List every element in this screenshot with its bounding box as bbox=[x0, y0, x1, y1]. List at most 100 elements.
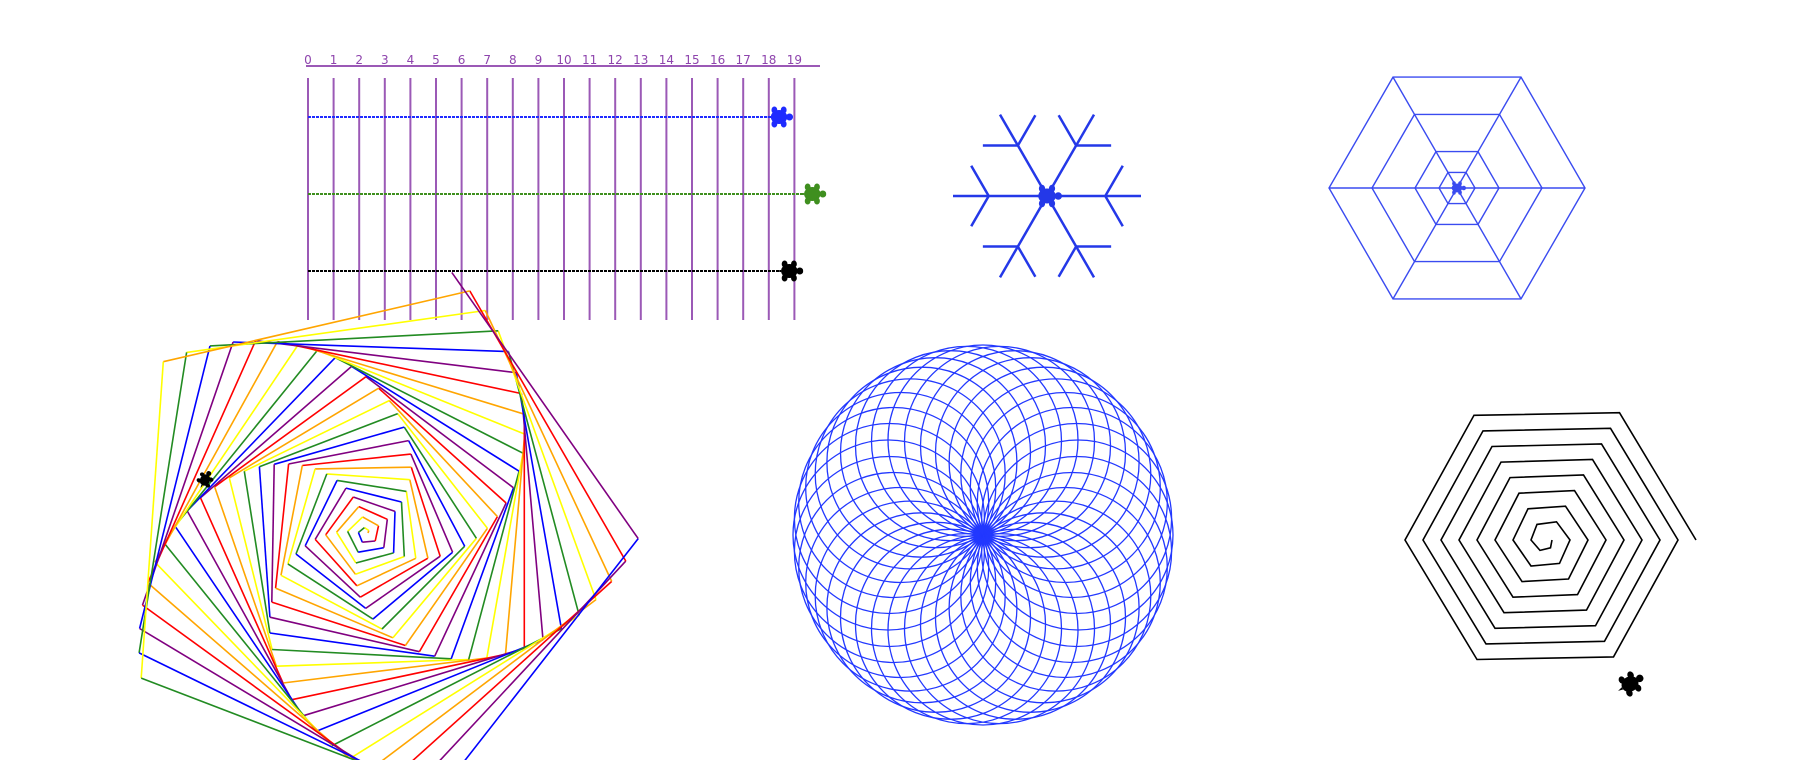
snowflake-arm bbox=[998, 113, 1049, 197]
rainbow-segment bbox=[314, 538, 358, 587]
rainbow-segment bbox=[214, 376, 367, 488]
web-spoke bbox=[1392, 76, 1458, 189]
rainbow-segment bbox=[378, 387, 507, 504]
rainbow-segment bbox=[410, 466, 441, 557]
rainbow-segment bbox=[199, 497, 284, 684]
rainbow-segment bbox=[297, 344, 525, 415]
web-turtle-icon bbox=[1448, 181, 1466, 195]
rainbow-segment bbox=[199, 365, 353, 499]
rainbow-segment bbox=[355, 555, 405, 576]
rainbow-segment bbox=[277, 340, 522, 395]
snowflake-branch bbox=[970, 195, 990, 227]
web-spoke bbox=[1392, 187, 1458, 300]
rainbow-segment bbox=[274, 463, 290, 589]
rainbow-segment bbox=[381, 545, 466, 630]
turtle-green-icon bbox=[799, 183, 827, 205]
snowflake-branch bbox=[1016, 114, 1037, 147]
race-tick-label: 11 bbox=[582, 53, 597, 67]
hexagon-web-drawing bbox=[1328, 76, 1586, 300]
rainbow-segment bbox=[464, 538, 639, 760]
race-tick-label: 1 bbox=[330, 53, 338, 67]
rainbow-segment bbox=[258, 466, 271, 618]
spirograph-circle bbox=[980, 422, 1173, 615]
rainbow-segment bbox=[383, 519, 389, 548]
rainbow-segment bbox=[302, 453, 411, 467]
spirograph-circle bbox=[934, 357, 1127, 549]
rainbow-segment bbox=[141, 341, 234, 606]
rainbow-segment bbox=[362, 516, 379, 527]
rainbow-segment bbox=[272, 648, 452, 660]
rainbow-segment bbox=[347, 516, 364, 532]
rainbow-segment bbox=[367, 530, 370, 534]
rainbow-segment bbox=[515, 372, 563, 629]
race-tick-label: 18 bbox=[761, 53, 776, 67]
rainbow-segment bbox=[409, 479, 429, 559]
spirograph-circle bbox=[919, 350, 1112, 542]
turtle-race-panel: 0 1 2 3 4 5 6 7 8 9 10 11 12 13 14 15 16 17 18 19 bbox=[304, 53, 827, 320]
snowflake-branch bbox=[1057, 114, 1078, 147]
rainbow-segment bbox=[243, 399, 390, 472]
rainbow-segment bbox=[138, 345, 211, 629]
rainbow-segment bbox=[147, 582, 351, 760]
race-tick-label: 9 bbox=[535, 53, 543, 67]
snowflake-branch bbox=[970, 165, 990, 197]
rainbow-segment bbox=[269, 632, 435, 657]
rainbow-segment bbox=[331, 627, 562, 747]
rainbow-segment bbox=[163, 542, 318, 732]
rainbow-segment bbox=[450, 487, 515, 660]
rainbow-segment bbox=[259, 412, 398, 468]
snowflake-drawing bbox=[953, 113, 1141, 279]
rainbow-segment bbox=[507, 351, 580, 616]
rainbow-segment bbox=[358, 546, 384, 553]
hexagon-spiral-turtle-icon bbox=[1612, 666, 1649, 701]
rainbow-segment bbox=[315, 466, 412, 470]
rainbow-segment bbox=[418, 516, 499, 653]
race-tick-label: 19 bbox=[787, 53, 802, 67]
rainbow-segment bbox=[467, 470, 520, 660]
rainbow-segment bbox=[287, 563, 374, 620]
rainbow-segment bbox=[345, 487, 402, 503]
snowflake-arm bbox=[1045, 195, 1096, 279]
rainbow-segment bbox=[405, 491, 417, 559]
rainbow-segment bbox=[400, 501, 406, 557]
race-tick-label: 15 bbox=[684, 53, 699, 67]
rainbow-segment bbox=[269, 616, 420, 653]
turtle-black-icon bbox=[776, 260, 804, 282]
race-tick-label: 3 bbox=[381, 53, 389, 67]
rainbow-segment bbox=[209, 330, 499, 347]
rainbow-segment bbox=[243, 471, 271, 634]
rainbow-segment bbox=[138, 652, 361, 760]
rainbow-spiral-drawing bbox=[138, 271, 639, 760]
rainbow-segment bbox=[355, 552, 394, 564]
rainbow-segment bbox=[362, 540, 376, 543]
rainbow-segment bbox=[140, 677, 357, 760]
rainbow-segment bbox=[349, 614, 580, 760]
rainbow-segment bbox=[228, 477, 273, 650]
rainbow-segment bbox=[147, 340, 257, 584]
rainbow-segment bbox=[287, 468, 316, 565]
hexagon-spiral-path bbox=[1404, 411, 1697, 661]
rainbow-segment bbox=[520, 393, 544, 640]
rainbow-segment bbox=[365, 555, 441, 610]
race-tick-label: 5 bbox=[432, 53, 440, 67]
rainbow-segment bbox=[163, 344, 299, 544]
spirograph-circle bbox=[960, 378, 1152, 570]
rainbow-segment bbox=[359, 557, 429, 598]
rainbow-segment bbox=[326, 473, 410, 481]
rainbow-segment bbox=[228, 387, 380, 479]
rainbow-segment bbox=[271, 464, 275, 603]
rainbow-segment bbox=[335, 531, 357, 564]
rainbow-segment bbox=[295, 473, 328, 555]
race-tick-label: 10 bbox=[556, 53, 571, 67]
rainbow-segment bbox=[282, 657, 487, 684]
rainbow-segment bbox=[392, 537, 478, 639]
hexagon-spiral-drawing bbox=[1404, 411, 1697, 701]
snowflake-turtle-icon bbox=[1033, 184, 1062, 208]
rainbow-segment bbox=[392, 511, 396, 553]
rainbow-segment bbox=[275, 587, 394, 639]
snowflake-branch bbox=[1104, 195, 1124, 227]
rainbow-segment bbox=[388, 400, 498, 518]
rainbow-segment bbox=[397, 413, 489, 529]
race-tick-label: 6 bbox=[458, 53, 466, 67]
rainbow-segment bbox=[410, 453, 454, 553]
